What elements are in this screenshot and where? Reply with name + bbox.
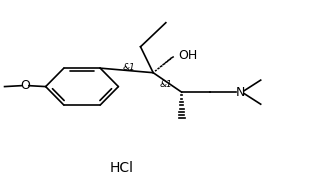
- Text: HCl: HCl: [109, 161, 134, 175]
- Text: &1: &1: [123, 63, 136, 72]
- Text: O: O: [20, 79, 30, 92]
- Text: &1: &1: [160, 80, 172, 89]
- Text: N: N: [235, 86, 245, 99]
- Text: OH: OH: [178, 49, 198, 62]
